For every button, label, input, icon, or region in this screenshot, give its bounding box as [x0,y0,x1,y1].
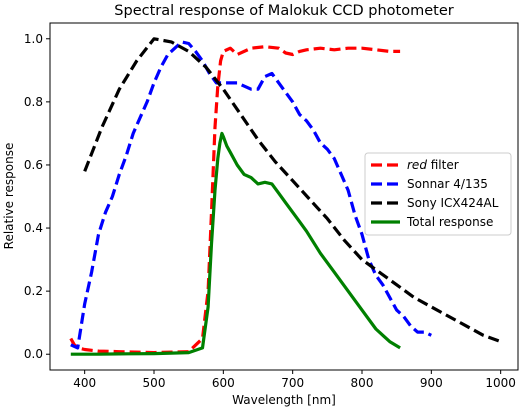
y-tick-label: 0.4 [24,221,43,235]
y-tick-label: 0.6 [24,158,43,172]
x-tick-label: 800 [351,376,374,390]
legend-label-4: Total response [406,215,493,229]
x-tick-label: 500 [143,376,166,390]
series-line-4 [70,131,401,356]
series-line-1 [69,45,401,355]
axes: 400 500 600 700 800 900 1000 0.0 0.2 0.4 0.6 0.8 1.0 [24,22,519,390]
y-tick-label: 1.0 [24,32,43,46]
plot-area [69,37,502,356]
x-axis-label: Wavelength [nm] [232,393,336,407]
x-tick-label: 900 [420,376,443,390]
legend-label-3: Sony ICX424AL [407,196,499,210]
legend: red filter Sonnar 4/135 Sony ICX424AL Total… [364,152,512,236]
legend-label-2: Sonnar 4/135 [407,177,488,191]
axes-frame [49,22,519,371]
x-tick-label: 600 [212,376,235,390]
legend-label-1: red filter [407,158,459,172]
legend-box [364,152,512,236]
x-tick-label: 1000 [485,376,516,390]
x-tick-label: 700 [281,376,304,390]
y-axis-label: Relative response [2,143,16,250]
y-tick-label: 0.2 [24,284,43,298]
chart-title: Spectral response of Malokuk CCD photome… [114,3,453,19]
y-tick-label: 0.8 [24,95,43,109]
series-line-3 [83,37,502,344]
series-line-2 [70,40,432,350]
y-tick-label: 0.0 [24,347,43,361]
x-tick-label: 400 [73,376,96,390]
